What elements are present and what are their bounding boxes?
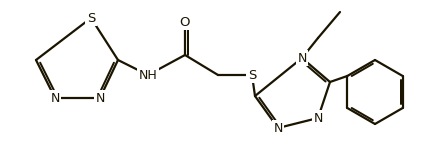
- Text: N: N: [313, 111, 323, 124]
- Text: NH: NH: [139, 69, 157, 81]
- Text: O: O: [180, 16, 190, 28]
- Text: N: N: [50, 91, 60, 105]
- Text: N: N: [297, 51, 307, 65]
- Text: S: S: [248, 69, 256, 81]
- Text: N: N: [273, 122, 283, 134]
- Text: N: N: [95, 91, 104, 105]
- Text: S: S: [87, 12, 95, 24]
